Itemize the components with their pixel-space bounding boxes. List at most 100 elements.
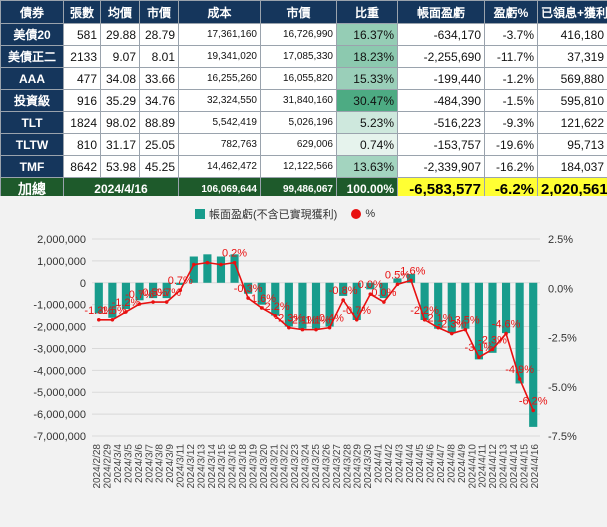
x-tick-label: 2024/3/22 <box>280 444 291 489</box>
cell-shares: 8642 <box>63 155 101 178</box>
pct-data-label: -0.7% <box>342 305 371 317</box>
cell-cost: 16,255,260 <box>178 67 261 90</box>
cell-market-value: 12,122,566 <box>260 155 337 178</box>
y-left-tick-label: -2,000,000 <box>33 322 86 334</box>
y-left-tick-label: -1,000,000 <box>33 300 86 312</box>
cell-bond-name: TLTW <box>0 133 64 156</box>
x-tick-label: 2024/3/4 <box>113 444 124 483</box>
x-tick-label: 2024/3/11 <box>176 444 187 488</box>
chart-bar <box>515 282 524 384</box>
cell-pnl-pct: -3.7% <box>484 23 538 46</box>
cell-market-value: 16,055,820 <box>260 67 337 90</box>
pct-point <box>300 327 305 332</box>
chart-bar <box>339 282 348 296</box>
x-tick-label: 2024/3/25 <box>311 444 322 489</box>
pct-point <box>436 325 440 330</box>
cell-pnl-pct: -1.2% <box>484 67 538 90</box>
pct-data-label: 0.2% <box>222 248 247 260</box>
pct-point <box>246 296 250 300</box>
pct-point <box>327 325 332 330</box>
cell-weight: 0.74% <box>336 133 398 156</box>
cell-cost: 14,462,472 <box>178 155 261 178</box>
x-tick-label: 2024/3/24 <box>301 444 312 489</box>
cell-pnl-pct: -19.6% <box>484 133 538 156</box>
x-tick-label: 2024/2/29 <box>103 444 114 489</box>
pct-data-label: -2.1% <box>424 313 453 325</box>
chart-bar <box>420 282 429 320</box>
chart-bar <box>325 282 334 327</box>
pct-data-label: -3.1% <box>465 342 494 354</box>
cell-market-price: 45.25 <box>139 155 179 178</box>
chart-bar <box>447 282 456 334</box>
table-row: 美債20 581 29.88 28.79 17,361,160 16,726,990 16.… <box>0 23 607 46</box>
header-pnl: 帳面盈虧 <box>397 0 485 24</box>
x-tick-label: 2024/3/15 <box>217 444 228 489</box>
x-tick-label: 2024/3/19 <box>248 444 259 489</box>
header-market-value: 市價 <box>260 0 337 24</box>
cell-income: 595,810 <box>537 89 607 112</box>
x-tick-label: 2024/3/14 <box>207 444 218 489</box>
chart-bar <box>189 256 198 283</box>
pct-data-label: 0.7% <box>168 275 193 287</box>
table-header-row: 債券 張數 均價 市價 成本 市價 比重 帳面盈虧 盈虧% 已領息+獲利 <box>0 0 607 24</box>
y-right-tick-label: -2.5% <box>548 333 577 345</box>
chart-svg: 2,000,0001,000,0000-1,000,000-2,000,000-… <box>33 234 577 489</box>
pct-point <box>504 331 508 336</box>
cell-income: 416,180 <box>537 23 607 46</box>
cell-pnl-pct: -1.5% <box>484 89 538 112</box>
cell-weight: 30.47% <box>336 89 398 112</box>
total-pnl-pct: -6.2% <box>484 177 538 201</box>
cell-avg-price: 29.88 <box>100 23 140 46</box>
table-row: TLTW 810 31.17 25.05 782,763 629,006 0.74% -153… <box>0 133 607 156</box>
header-avg-price: 均價 <box>100 0 140 24</box>
holdings-table: 債券 張數 均價 市價 成本 市價 比重 帳面盈虧 盈虧% 已領息+獲利 美債2… <box>0 0 607 201</box>
cell-bond-name: TMF <box>0 155 64 178</box>
y-left-tick-label: -4,000,000 <box>33 365 86 377</box>
cell-market-value: 17,085,330 <box>260 45 337 68</box>
x-tick-label: 2024/4/10 <box>467 444 478 489</box>
cell-income: 95,713 <box>537 133 607 156</box>
pct-point <box>463 327 468 332</box>
pct-point <box>490 347 495 352</box>
pct-data-label: -0.3% <box>234 283 263 295</box>
pct-point <box>273 314 278 318</box>
pct-point <box>449 331 454 336</box>
pct-data-label: -2.1% <box>288 315 317 327</box>
x-tick-label: 2024/3/5 <box>123 444 134 483</box>
cell-weight: 5.23% <box>336 111 398 134</box>
header-shares: 張數 <box>63 0 101 24</box>
chart-bar <box>162 282 171 299</box>
cell-cost: 19,341,020 <box>178 45 261 68</box>
pct-data-label: 0.0% <box>371 287 396 299</box>
pct-data-label: -1.5% <box>98 305 127 317</box>
cell-market-value: 5,026,196 <box>260 111 337 134</box>
cell-pnl-pct: -9.3% <box>484 111 538 134</box>
header-weight: 比重 <box>336 0 398 24</box>
cell-shares: 2133 <box>63 45 101 68</box>
table-row: TLT 1824 98.02 88.89 5,542,419 5,026,196 5.23%… <box>0 111 607 134</box>
cell-pnl-pct: -11.7% <box>484 45 538 68</box>
pct-point <box>178 288 183 293</box>
x-tick-label: 2024/3/9 <box>165 444 176 483</box>
cell-bond-name: TLT <box>0 111 64 134</box>
x-tick-label: 2024/4/7 <box>436 444 447 483</box>
cell-pnl: -484,390 <box>397 89 485 112</box>
pct-point <box>96 317 101 322</box>
chart-bar <box>406 274 416 283</box>
cell-pnl: -199,440 <box>397 67 485 90</box>
pct-point <box>354 317 359 322</box>
header-income: 已領息+獲利 <box>537 0 607 24</box>
chart-bar <box>216 256 226 283</box>
cell-bond-name: 美債正二 <box>0 45 64 68</box>
chart-bar <box>108 282 117 318</box>
chart-bar <box>488 282 497 353</box>
pct-point <box>259 306 264 310</box>
cell-pnl: -2,339,907 <box>397 155 485 178</box>
pct-data-label: -6.2% <box>519 395 548 407</box>
chart-bar <box>366 282 375 290</box>
pct-data-label: -0.5% <box>139 287 168 299</box>
legend-bar-swatch <box>195 209 205 219</box>
y-left-tick-label: -5,000,000 <box>33 387 86 399</box>
chart-bar <box>244 282 253 294</box>
chart-bar <box>257 282 266 305</box>
